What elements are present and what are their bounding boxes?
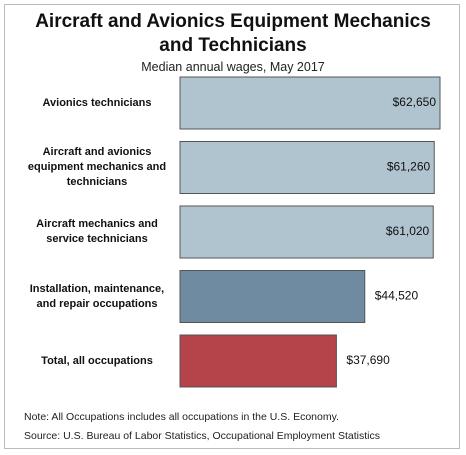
chart-title: Aircraft and Avionics Equipment Mechanic… — [35, 11, 431, 56]
category-label: Total, all occupations — [41, 354, 153, 367]
value-label: $61,260 — [387, 160, 431, 174]
bar — [179, 76, 441, 130]
bar — [179, 205, 434, 259]
bar — [179, 270, 366, 323]
chart-subtitle: Median annual wages, May 2017 — [141, 60, 325, 74]
bar — [179, 334, 337, 388]
value-label: $61,020 — [386, 224, 430, 238]
value-label: $37,690 — [346, 353, 390, 367]
category-label: Avionics technicians — [42, 96, 152, 109]
value-label: $44,520 — [375, 289, 419, 303]
frame — [4, 4, 460, 449]
footnote: Source: U.S. Bureau of Labor Statistics,… — [24, 430, 380, 442]
category-label: Aircraft and avionics equipment mechanic… — [27, 146, 167, 188]
value-label: $62,650 — [393, 95, 437, 109]
footnote: Note: All Occupations includes all occup… — [24, 411, 339, 423]
category-label: Aircraft mechanics and service technicia… — [36, 218, 158, 245]
bar — [179, 141, 435, 194]
category-label: Installation, maintenance, and repair oc… — [29, 282, 165, 310]
